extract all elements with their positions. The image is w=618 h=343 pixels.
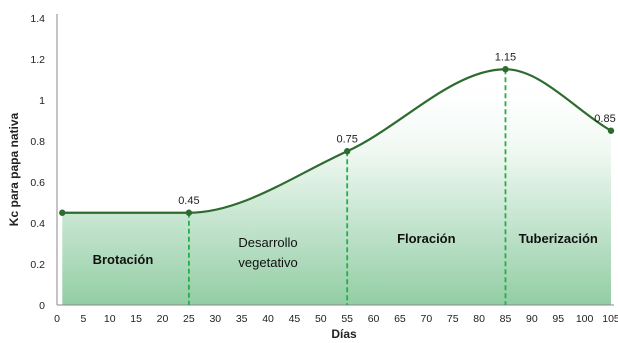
area-under-curve (62, 69, 612, 305)
y-tick-label: 1.4 (30, 13, 45, 25)
data-point (185, 209, 193, 216)
x-tick-label: 65 (394, 313, 406, 325)
stage-dividers (188, 69, 507, 305)
x-tick-label: 80 (473, 313, 485, 325)
x-tick-label: 90 (526, 313, 538, 325)
y-tick-label: 0 (39, 300, 45, 312)
y-tick-label: 0.8 (30, 136, 45, 148)
x-tick-label: 20 (157, 313, 169, 325)
x-tick-label: 25 (183, 313, 195, 325)
y-tick-label: 1.2 (30, 54, 45, 66)
y-tick-label: 0.6 (30, 177, 45, 189)
x-tick-label: 5 (80, 313, 86, 325)
data-label: 0.45 (178, 195, 199, 207)
phase-label: Brotación (93, 252, 154, 267)
tick-labels: 0 5 10 15 20 25 30 35 40 45 50 55 60 65 70 75 80 85 90 95 10… (30, 13, 618, 325)
x-tick-label: 0 (54, 313, 60, 325)
data-points (59, 66, 615, 216)
x-tick-label: 70 (420, 313, 432, 325)
phase-label: Tuberización (519, 231, 598, 246)
x-tick-label: 10 (104, 313, 116, 325)
data-labels: 0.45 0.75 1.15 0.85 (178, 51, 616, 207)
data-label: 0.75 (336, 133, 357, 145)
x-tick-label: 50 (315, 313, 327, 325)
data-label: 1.15 (495, 51, 516, 63)
phase-label: Floración (397, 231, 456, 246)
axes (56, 14, 614, 306)
x-tick-label: 75 (447, 313, 459, 325)
x-tick-label: 85 (500, 313, 512, 325)
data-point (59, 209, 66, 216)
x-tick-label: 100 (576, 313, 594, 325)
phase-label: vegetativo (238, 255, 297, 270)
x-tick-label: 45 (289, 313, 301, 325)
y-tick-label: 0.4 (30, 218, 45, 230)
data-point (607, 127, 615, 134)
x-tick-label: 95 (552, 313, 564, 325)
data-point (343, 148, 351, 155)
phase-labels: Brotación Desarrollo vegetativo Floración Tu… (93, 231, 598, 270)
x-tick-label: 105 (602, 313, 618, 325)
x-tick-label: 15 (130, 313, 142, 325)
x-tick-label: 40 (262, 313, 274, 325)
data-point (502, 66, 509, 73)
y-tick-label: 1 (39, 95, 45, 107)
area-fill (62, 69, 612, 305)
phase-label: Desarrollo (238, 235, 297, 250)
x-tick-label: 35 (236, 313, 248, 325)
y-tick-label: 0.2 (30, 259, 45, 271)
data-label: 0.85 (594, 113, 615, 125)
x-tick-label: 60 (368, 313, 380, 325)
x-tick-label: 55 (341, 313, 353, 325)
y-axis-label: Kc para papa nativa (7, 112, 21, 226)
x-axis-label: Días (331, 327, 357, 341)
x-tick-label: 30 (209, 313, 221, 325)
